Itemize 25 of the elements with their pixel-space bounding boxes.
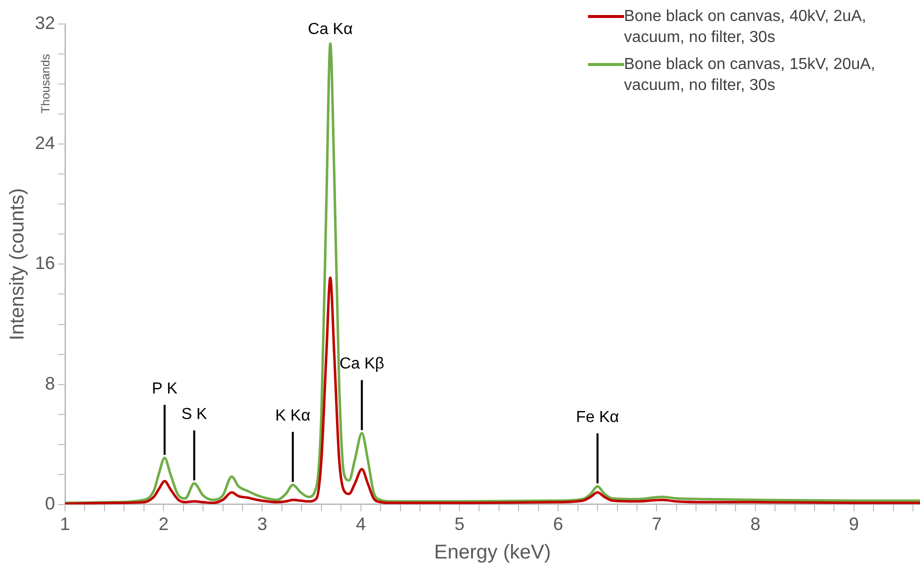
y-tick-label: 24 (34, 133, 56, 154)
x-tick-label: 4 (356, 514, 366, 534)
annotation: K Kα (275, 407, 310, 424)
annotation: Ca Kα (308, 20, 353, 38)
x-tick-label: 1 (60, 514, 70, 534)
x-axis-title: Energy (keV) (434, 542, 551, 564)
y-tick-label: 0 (45, 493, 56, 514)
text: Thousands (38, 54, 52, 114)
x-tick-label: 5 (454, 514, 464, 534)
legend-label: Bone black on canvas, 15kV, 20uA, vacuum, no filter, 30s (624, 55, 876, 96)
x-tick-label: 9 (848, 514, 859, 534)
x-tick-label: 3 (257, 514, 268, 534)
x-tick-label: 2 (158, 514, 169, 534)
y-axis-title: Intensity (counts) (6, 188, 29, 340)
annotation: Ca Kβ (339, 355, 384, 372)
y-tick-label: 16 (34, 253, 56, 274)
y-tick-label: 32 (34, 12, 56, 33)
annotation: P K (152, 380, 178, 398)
x-tick-label: 6 (553, 514, 564, 534)
annotation: S K (181, 406, 208, 423)
annotation: Fe Kα (576, 408, 620, 426)
x-tick-label: 8 (750, 514, 760, 534)
legend-label: Bone black on canvas, 40kV, 2uA, vacuum, no filter, 30s (624, 7, 868, 48)
x-tick-label: 7 (652, 514, 662, 534)
y-tick-label: 8 (45, 373, 56, 394)
